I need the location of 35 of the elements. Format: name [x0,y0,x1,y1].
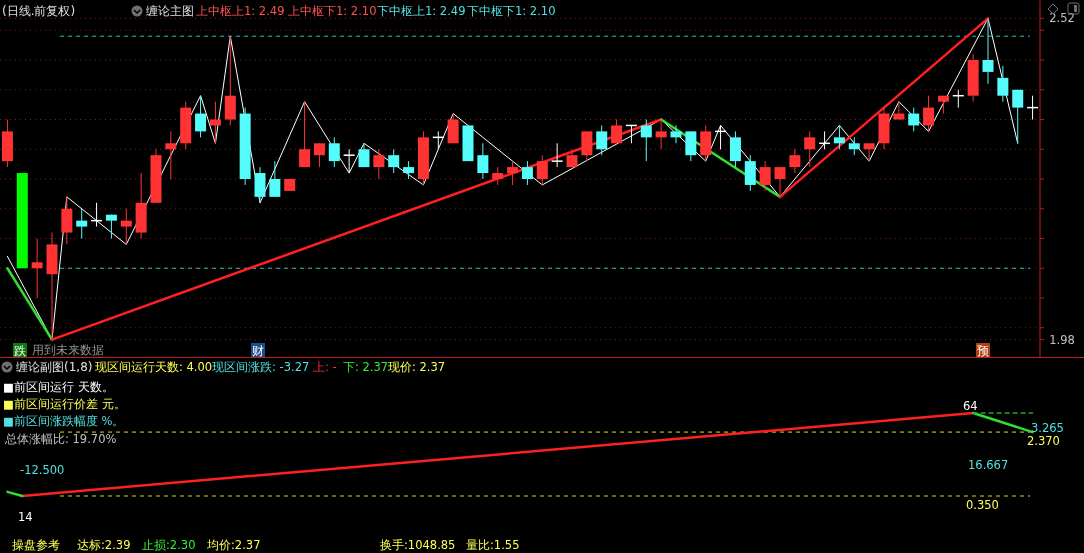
annotation: 用到未来数据 [32,343,104,357]
chart-title: 缠论副图(1,8) [16,360,93,374]
text: 14 [18,510,33,524]
text: ■前区间运行价差 元。 [3,397,126,411]
text: 达标:2.39 [77,538,131,552]
annotation: ■前区间涨跌幅度 %。 [3,414,125,428]
annotation: 下中枢下1: 2.10 [467,4,556,18]
y-tick-label: 2.52 [1049,11,1075,26]
text: 上: - [313,360,337,374]
text: 下: 2.37 [343,360,389,374]
annotation: 总体涨幅比: 19.70% [4,432,117,446]
annotation: 64 [963,399,978,413]
annotation: 预 [977,344,989,358]
text: 均价:2.37 [206,538,261,552]
text: 换手:1048.85 [380,538,456,552]
text: 0.350 [966,498,999,512]
text: 止损:2.30 [142,538,196,552]
annotation: 下中枢上1: 2.49 [377,4,466,18]
text: ■前区间运行 天数。 [3,380,114,394]
annotation: 2.370 [1027,434,1060,448]
chart-title: (日线.前复权) [2,4,76,18]
text: 现价: 2.37 [388,360,446,374]
text: 操盘参考 [12,538,60,552]
annotation: 上中枢下1: 2.10 [288,4,377,18]
text: 量比:1.55 [466,538,520,552]
text: 现区间涨跌: -3.27 [212,360,310,374]
annotation: -12.500 [20,463,65,477]
text: 现区间运行天数: 4.00 [95,360,213,374]
annotation: 16.667 [968,458,1009,472]
annotation: 3.265 [1031,421,1064,435]
annotation: 上中枢上1: 2.49 [196,4,285,18]
annotation: 财 [252,344,264,358]
annotation: 跌 [14,344,26,358]
chart-subtitle: 缠论主图 [146,4,194,18]
y-tick-label: 1.98 [1049,332,1075,347]
